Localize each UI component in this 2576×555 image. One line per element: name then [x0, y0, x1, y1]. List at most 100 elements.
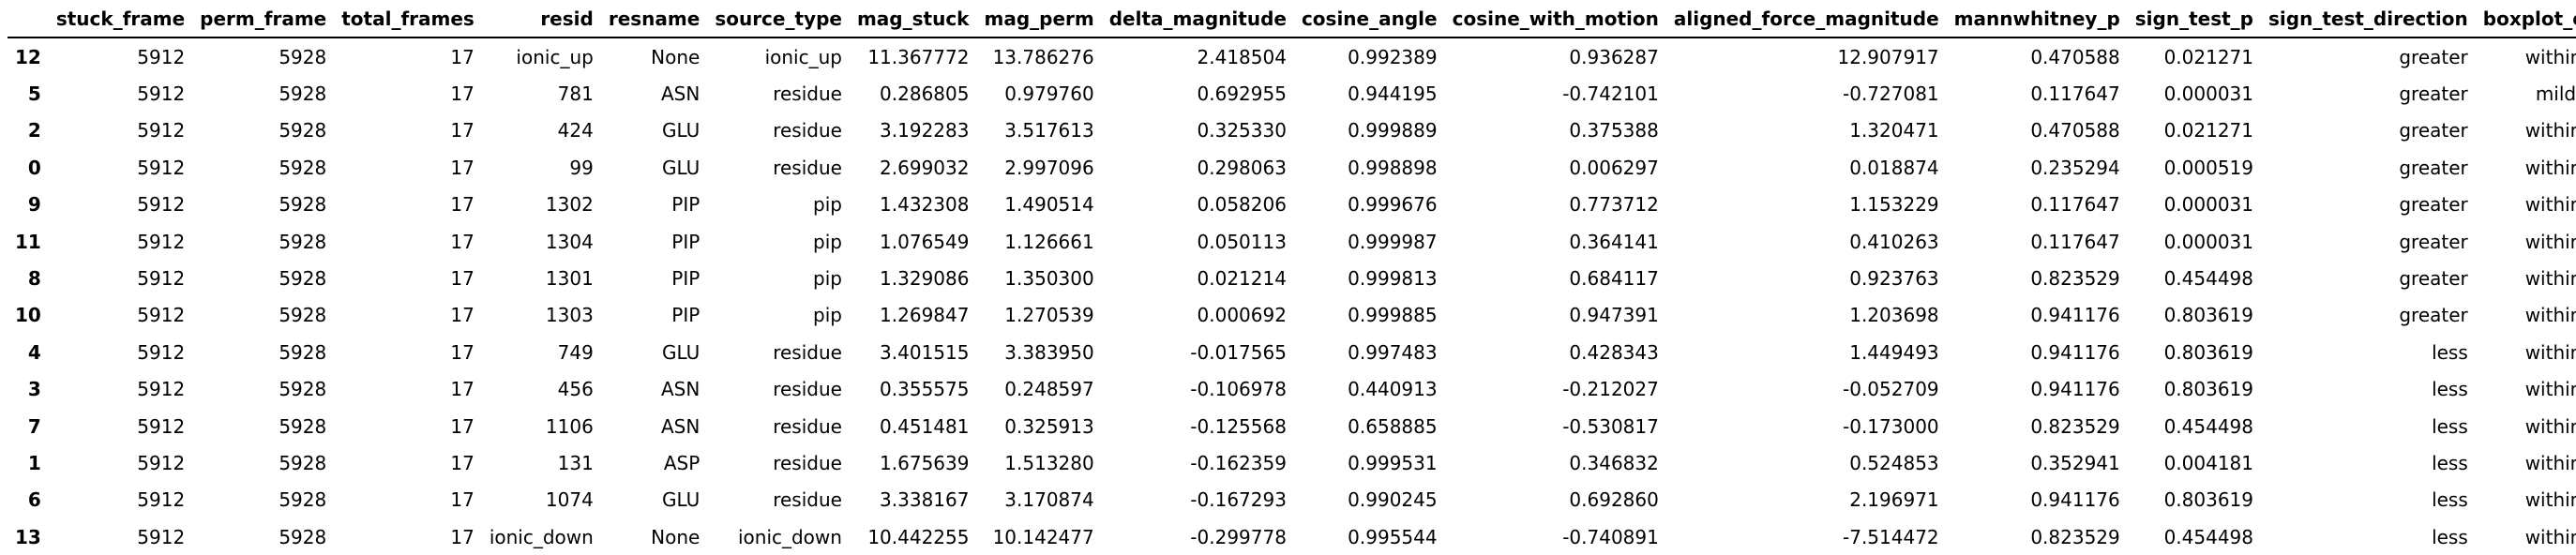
cell-boxplot-outlier: mild outlier — [2535, 82, 2576, 106]
column-header-delta-magnitude: delta_magnitude — [1101, 0, 1294, 38]
cell-cosine-with-motion: 0.936287 — [1569, 45, 1659, 68]
cell-source-type: pip — [813, 193, 842, 217]
cell-delta-magnitude: -0.106978 — [1190, 378, 1287, 401]
row-index: 3 — [27, 378, 41, 401]
cell-sign-test-direction: less — [2432, 525, 2468, 548]
cell-resid: 131 — [557, 451, 594, 474]
column-header-total-frames: total_frames — [334, 0, 482, 38]
cell-source-type: pip — [813, 267, 842, 291]
cell-sign-test-p: 0.803619 — [2163, 378, 2253, 401]
row-index: 4 — [27, 340, 41, 364]
cell-resname: None — [651, 525, 700, 548]
cell-mag-perm: 10.142477 — [992, 525, 1094, 548]
cell-sign-test-direction: greater — [2399, 82, 2468, 106]
cell-sign-test-p: 0.454498 — [2163, 525, 2253, 548]
cell-cosine-with-motion: 0.346832 — [1569, 451, 1659, 474]
cell-mag-stuck: 1.432308 — [880, 193, 970, 217]
column-header-resname: resname — [600, 0, 708, 38]
cell-aligned-force-magnitude: -0.173000 — [1843, 414, 1939, 438]
cell-stuck-frame: 5912 — [137, 156, 186, 179]
cell-source-type: residue — [773, 340, 842, 364]
cell-total-frames: 17 — [450, 525, 475, 548]
cell-mag-stuck: 2.699032 — [880, 156, 970, 179]
cell-resname: ASN — [660, 414, 700, 438]
cell-total-frames: 17 — [450, 304, 475, 327]
cell-resid: 1301 — [545, 267, 594, 291]
cell-delta-magnitude: -0.162359 — [1190, 451, 1287, 474]
cell-cosine-angle: 0.999889 — [1348, 119, 1438, 142]
cell-resname: GLU — [662, 119, 700, 142]
cell-resname: ASN — [660, 378, 700, 401]
cell-aligned-force-magnitude: 12.907917 — [1837, 45, 1939, 68]
cell-resid: 1303 — [545, 304, 594, 327]
cell-sign-test-p: 0.454498 — [2163, 414, 2253, 438]
cell-delta-magnitude: 0.000692 — [1197, 304, 1287, 327]
cell-resname: ASN — [660, 82, 700, 106]
cell-perm-frame: 5928 — [279, 340, 327, 364]
table-row: 10 5912 5928 17 1303 PIP pip 1.269847 1.270539 0.… — [8, 297, 2576, 334]
cell-mannwhitney-p: 0.823529 — [2030, 414, 2120, 438]
table-row: 6 5912 5928 17 1074 GLU residue 3.338167 3.17087… — [8, 482, 2576, 518]
row-index: 6 — [27, 488, 41, 512]
cell-resname: PIP — [671, 304, 700, 327]
cell-resname: PIP — [671, 193, 700, 217]
cell-sign-test-direction: greater — [2399, 156, 2468, 179]
cell-cosine-angle: 0.999676 — [1348, 193, 1438, 217]
cell-mannwhitney-p: 0.941176 — [2030, 378, 2120, 401]
cell-sign-test-direction: less — [2432, 378, 2468, 401]
cell-delta-magnitude: 0.021214 — [1197, 267, 1287, 291]
cell-mag-stuck: 3.338167 — [880, 488, 970, 512]
cell-resid: 1304 — [545, 230, 594, 253]
cell-sign-test-p: 0.004181 — [2163, 451, 2253, 474]
cell-sign-test-direction: less — [2432, 414, 2468, 438]
cell-sign-test-p: 0.803619 — [2163, 304, 2253, 327]
row-index: 5 — [27, 82, 41, 106]
cell-perm-frame: 5928 — [279, 267, 327, 291]
cell-resname: GLU — [662, 488, 700, 512]
cell-cosine-angle: 0.990245 — [1348, 488, 1438, 512]
cell-boxplot-outlier: within range — [2524, 230, 2576, 253]
table-header: stuck_frame perm_frame total_frames resid re… — [8, 0, 2576, 38]
cell-mannwhitney-p: 0.117647 — [2030, 193, 2120, 217]
cell-source-type: ionic_up — [764, 45, 842, 68]
column-header-cosine-with-motion: cosine_with_motion — [1444, 0, 1666, 38]
cell-mag-perm: 2.997096 — [1004, 156, 1094, 179]
table-row: 3 5912 5928 17 456 ASN residue 0.355575 0.248597… — [8, 371, 2576, 408]
dataframe-container: stuck_frame perm_frame total_frames resid re… — [8, 0, 2576, 555]
cell-mag-stuck: 1.675639 — [880, 451, 970, 474]
cell-aligned-force-magnitude: 1.203698 — [1849, 304, 1939, 327]
cell-boxplot-outlier: within range — [2524, 267, 2576, 291]
cell-mag-perm: 0.979760 — [1004, 82, 1094, 106]
cell-total-frames: 17 — [450, 193, 475, 217]
cell-mannwhitney-p: 0.470588 — [2030, 119, 2120, 142]
row-index: 0 — [27, 156, 41, 179]
cell-resid: 1302 — [545, 193, 594, 217]
table-row: 1 5912 5928 17 131 ASP residue 1.675639 1.513280… — [8, 444, 2576, 481]
cell-mannwhitney-p: 0.941176 — [2030, 488, 2120, 512]
row-index: 9 — [27, 193, 41, 217]
cell-total-frames: 17 — [450, 414, 475, 438]
cell-boxplot-outlier: within range — [2524, 525, 2576, 548]
cell-mag-perm: 1.350300 — [1004, 267, 1094, 291]
table-row: 2 5912 5928 17 424 GLU residue 3.192283 3.517613… — [8, 112, 2576, 149]
cell-mannwhitney-p: 0.352941 — [2030, 451, 2120, 474]
cell-mag-stuck: 0.355575 — [880, 378, 970, 401]
cell-delta-magnitude: -0.167293 — [1190, 488, 1287, 512]
cell-boxplot-outlier: within range — [2524, 45, 2576, 68]
table-row: 0 5912 5928 17 99 GLU residue 2.699032 2.997096 0… — [8, 149, 2576, 186]
cell-source-type: residue — [773, 451, 842, 474]
cell-delta-magnitude: 2.418504 — [1197, 45, 1287, 68]
cell-delta-magnitude: -0.299778 — [1190, 525, 1287, 548]
cell-aligned-force-magnitude: 0.018874 — [1849, 156, 1939, 179]
cell-stuck-frame: 5912 — [137, 304, 186, 327]
column-header-mag-perm: mag_perm — [976, 0, 1102, 38]
cell-stuck-frame: 5912 — [137, 340, 186, 364]
cell-cosine-with-motion: -0.740891 — [1562, 525, 1659, 548]
cell-mannwhitney-p: 0.823529 — [2030, 267, 2120, 291]
cell-cosine-angle: 0.944195 — [1348, 82, 1438, 106]
cell-resid: 749 — [557, 340, 594, 364]
cell-perm-frame: 5928 — [279, 378, 327, 401]
cell-boxplot-outlier: within range — [2524, 156, 2576, 179]
cell-total-frames: 17 — [450, 156, 475, 179]
column-header-mag-stuck: mag_stuck — [849, 0, 977, 38]
